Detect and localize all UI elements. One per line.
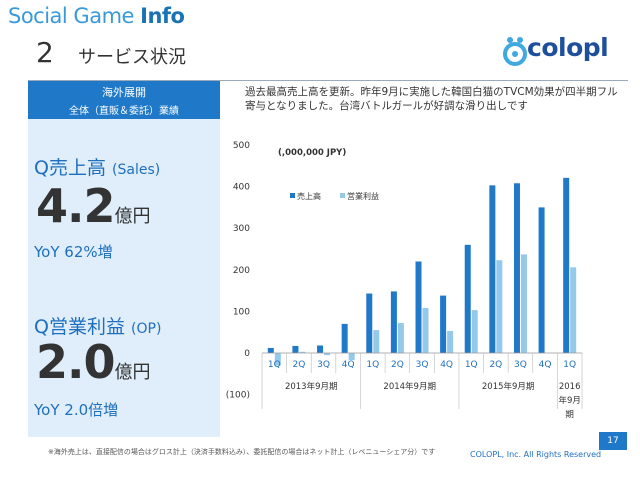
bar-sales	[366, 293, 373, 353]
footnote: ※海外売上は、直接配信の場合はグロス計上（決済手数料込み）、委託配信の場合はネッ…	[48, 448, 436, 456]
bar-sales	[489, 185, 496, 353]
copyright: COLOPL, Inc. All Rights Reserved	[470, 450, 602, 459]
legend-swatch	[340, 193, 345, 198]
bar-op	[299, 351, 306, 353]
bar-sales	[317, 345, 324, 353]
section-title: サービス状況	[78, 47, 186, 68]
x-tick-label: 2Q	[489, 360, 502, 370]
bar-op	[373, 330, 380, 353]
bar-sales	[341, 323, 348, 353]
y-tick-label: 400	[233, 183, 250, 193]
x-group-label: 2014年9月期	[383, 381, 436, 392]
bar-sales	[538, 207, 545, 353]
sales-yoy: YoY 62%増	[34, 243, 113, 261]
x-group-label: 2016	[559, 382, 581, 392]
x-group-label: 2013年9月期	[285, 381, 338, 392]
x-group-label: 期	[565, 410, 574, 420]
x-tick-label: 4Q	[440, 360, 453, 370]
y-tick-label: 200	[233, 266, 250, 276]
x-tick-label: 1Q	[366, 360, 379, 370]
brand-title: Social Game Info	[8, 4, 185, 28]
bar-sales	[292, 345, 299, 353]
legend-label: 営業利益	[347, 191, 379, 201]
y-tick-label: 0	[244, 349, 250, 359]
legend-label: 売上高	[297, 191, 321, 201]
bar-sales	[563, 177, 570, 353]
bar-op	[348, 353, 355, 361]
bar-op	[520, 254, 527, 353]
bar-op	[471, 310, 478, 353]
bar-op	[570, 267, 577, 353]
x-tick-label: 1Q	[563, 360, 576, 370]
x-tick-label: 2Q	[391, 360, 404, 370]
x-tick-label: 4Q	[539, 360, 552, 370]
bar-op	[274, 353, 281, 366]
summary-panel: 海外展開 全体（直販＆委託）業績 Q売上高 (Sales) 4.2億円 YoY …	[28, 81, 220, 437]
x-group-label: 年9月	[558, 395, 580, 406]
legend-swatch	[290, 193, 295, 198]
bar-sales	[390, 291, 397, 353]
description-text: 過去最高売上高を更新。昨年9月に実施した韓国白猫のTVCM効果が四半期フル寄与と…	[245, 86, 618, 112]
bar-sales	[440, 295, 447, 353]
sales-value: 4.2億円	[36, 179, 151, 233]
x-tick-label: 1Q	[268, 360, 281, 370]
y-tick-label: 100	[233, 307, 250, 317]
y-tick-label: 300	[233, 224, 250, 234]
bar-sales	[267, 348, 274, 353]
colopl-logo-icon	[503, 37, 527, 66]
x-group-label: 2015年9月期	[482, 381, 535, 392]
summary-header-title: 海外展開	[102, 86, 146, 99]
page-number: 17	[599, 432, 627, 450]
bar-sales	[513, 183, 520, 353]
sales-label: Q売上高 (Sales)	[34, 157, 161, 179]
x-tick-label: 2Q	[293, 360, 306, 370]
header-divider	[28, 80, 628, 81]
x-tick-label: 3Q	[416, 360, 429, 370]
unit-label: (,000,000 JPY)	[278, 148, 346, 158]
y-tick-label: 500	[233, 141, 250, 151]
op-value: 2.0億円	[36, 335, 151, 389]
op-yoy: YoY 2.0倍増	[34, 401, 119, 419]
bar-sales	[415, 261, 422, 353]
bar-op	[447, 330, 454, 353]
bar-op	[324, 353, 331, 356]
bar-sales	[464, 244, 471, 353]
quarterly-bar-chart: 500 400 300 200 100 0 (100) (,000,000 JPY) 売上高 営業…	[226, 141, 583, 420]
bar-op	[422, 308, 429, 353]
summary-panel-header: 海外展開 全体（直販＆委託）業績	[28, 81, 220, 119]
summary-header-subtitle: 全体（直販＆委託）業績	[69, 106, 179, 117]
bar-op	[496, 260, 503, 353]
x-tick-label: 3Q	[514, 360, 527, 370]
y-tick-label: (100)	[226, 391, 250, 401]
op-label: Q営業利益 (OP)	[34, 316, 162, 338]
x-tick-label: 3Q	[317, 360, 330, 370]
x-tick-label: 4Q	[342, 360, 355, 370]
colopl-logo-text: colopl	[527, 33, 609, 62]
section-number: 2	[36, 36, 54, 69]
bar-op	[397, 323, 404, 353]
x-tick-label: 1Q	[465, 360, 478, 370]
